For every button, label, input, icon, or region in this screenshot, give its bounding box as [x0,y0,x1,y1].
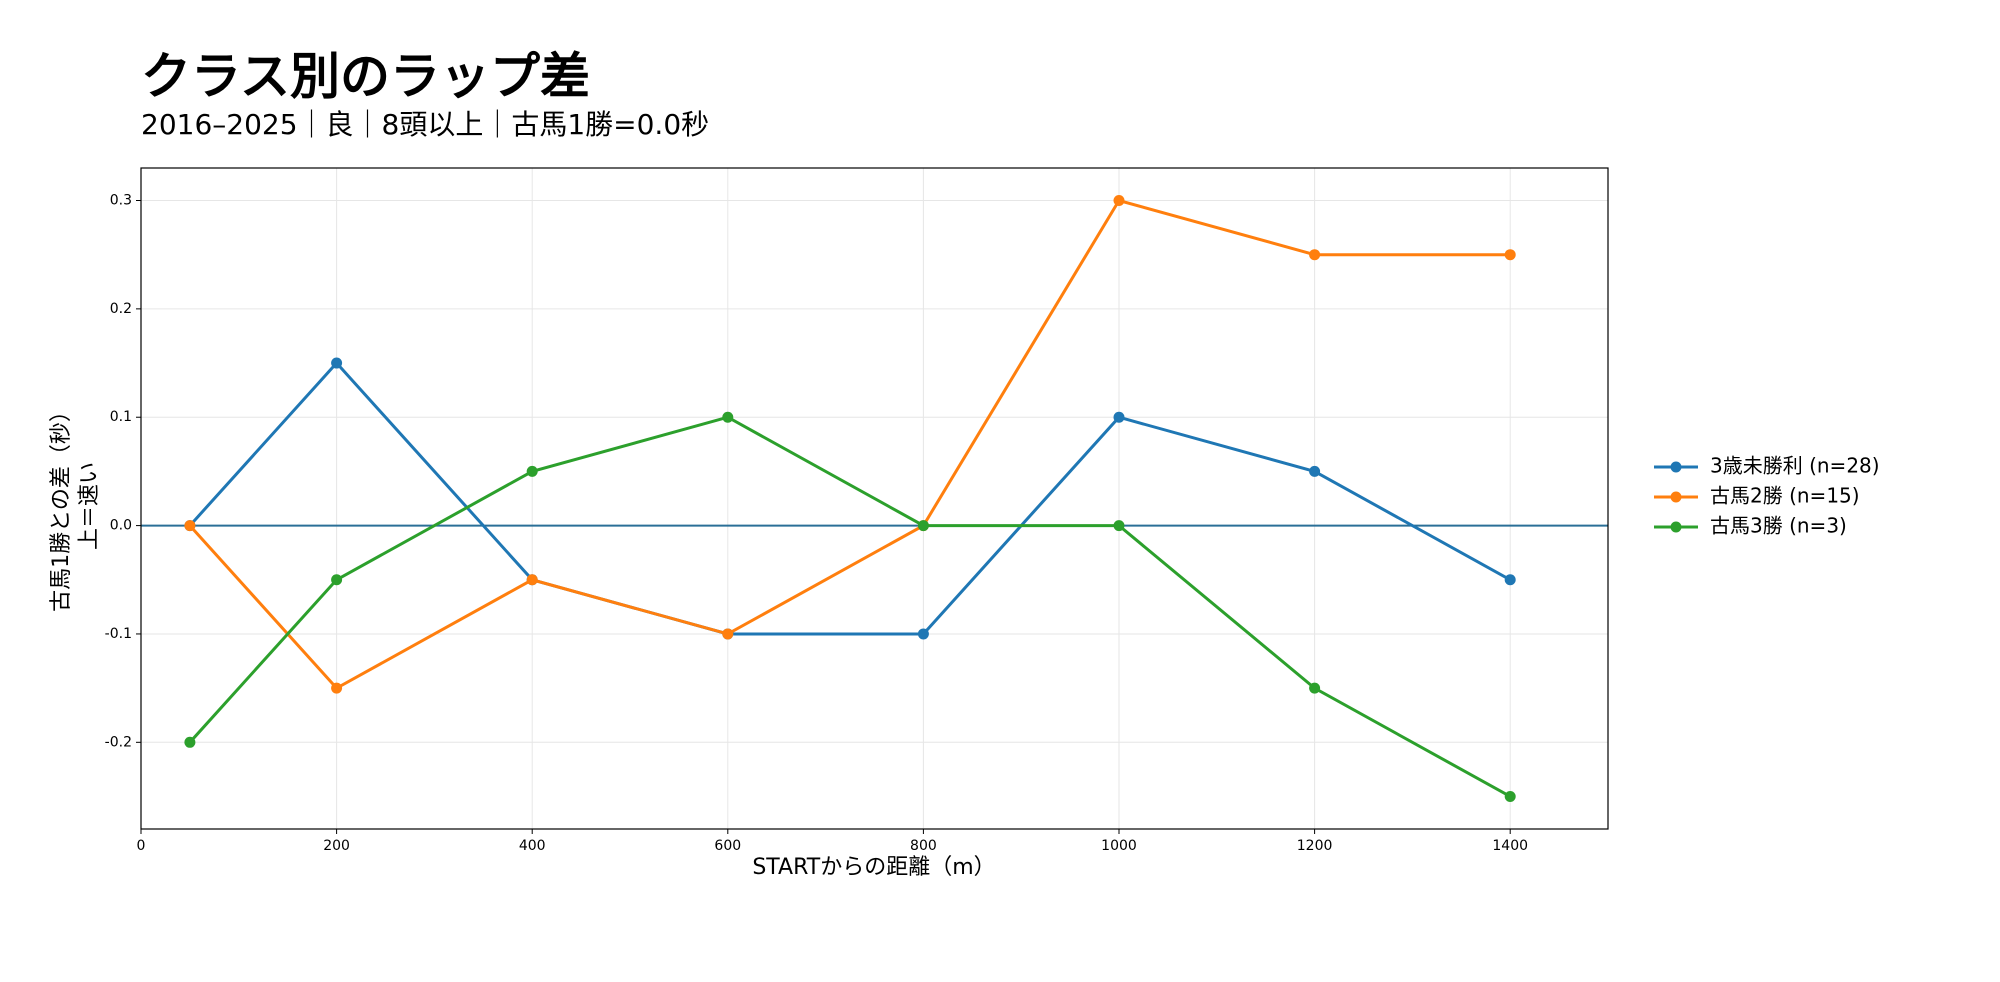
data-point [1504,790,1516,802]
data-point [526,465,538,477]
data-point [331,682,343,694]
y-tick-label: 0.0 [110,518,132,534]
data-point [1504,249,1516,261]
series-line [188,198,1511,691]
data-point [184,520,196,532]
series-line [188,360,1511,636]
x-tick-label: 600 [714,838,741,854]
legend-marker [1670,491,1682,503]
data-point [722,411,734,423]
y-tick-label: -0.1 [105,626,132,642]
legend-marker [1670,521,1682,533]
data-point [1113,411,1125,423]
series-line [188,415,1511,798]
data-point [1113,520,1125,532]
data-point [1504,574,1516,586]
data-point [1309,465,1321,477]
legend-marker [1670,461,1682,473]
data-point [331,574,343,586]
x-tick-label: 0 [137,838,146,854]
data-point [331,357,343,369]
y-tick-label: -0.2 [105,734,132,750]
data-point [1113,195,1125,207]
x-tick-label: 400 [519,838,546,854]
plot-frame [140,167,1609,830]
data-point [1309,249,1321,261]
x-axis-label: STARTからの距離（m） [752,855,995,880]
chart-subtitle: 2016–2025｜良｜8頭以上｜古馬1勝=0.0秒 [141,108,709,141]
x-tick-label: 1400 [1492,838,1528,854]
y-tick-label: 0.2 [110,301,132,317]
x-tick-label: 1000 [1101,838,1137,854]
legend-label: 3歳未勝利 (n=28) [1710,454,1880,478]
data-point [184,736,196,748]
y-axis-label: 古馬1勝との差（秒） [49,400,74,612]
y-tick-label: 0.3 [110,193,132,209]
data-point [1309,682,1321,694]
x-tick-label: 800 [910,838,937,854]
chart-title: クラス別のラップ差 [141,48,590,106]
legend-label: 古馬2勝 (n=15) [1710,484,1860,508]
data-point [917,520,929,532]
data-point [917,628,929,640]
x-tick-label: 200 [323,838,350,854]
x-tick-label: 1200 [1297,838,1333,854]
legend-label: 古馬3勝 (n=3) [1710,514,1847,538]
y-tick-label: 0.1 [110,409,132,425]
y-axis-label: 上＝速い [77,462,102,550]
data-point [526,574,538,586]
data-point [722,628,734,640]
